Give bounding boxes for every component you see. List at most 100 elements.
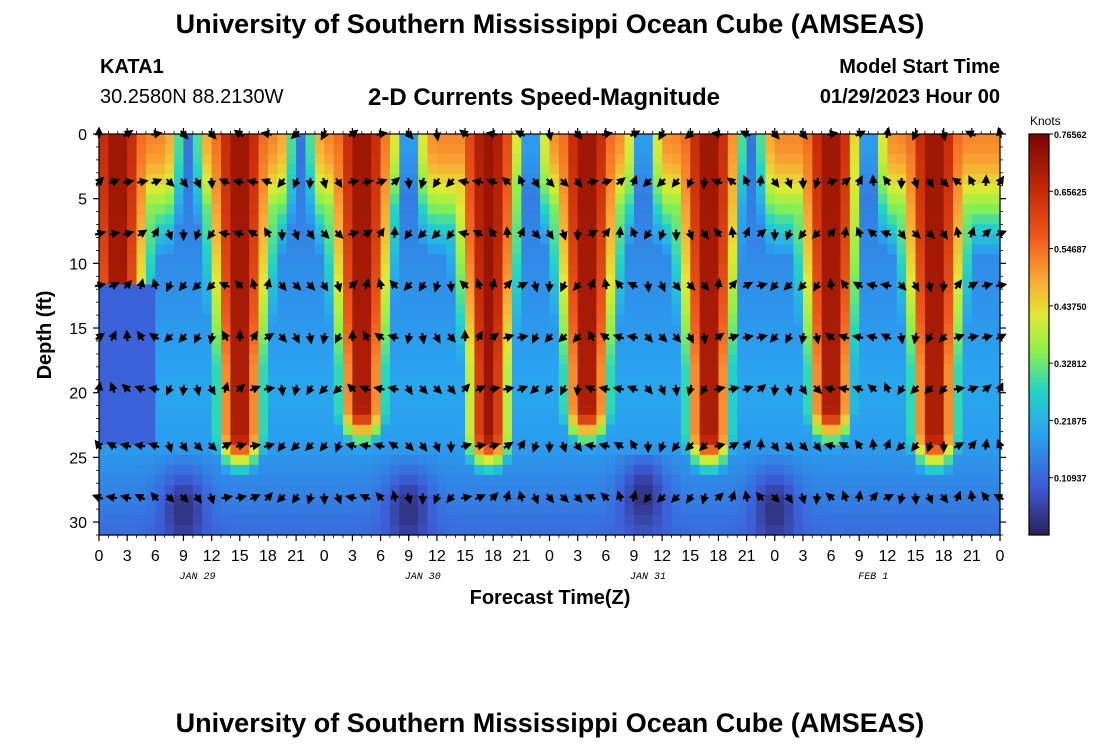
heatmap-cell <box>924 154 935 165</box>
heatmap-cell <box>558 394 569 406</box>
heatmap-cell <box>446 474 457 486</box>
heatmap-cell <box>737 314 748 326</box>
heatmap-cell <box>709 214 720 225</box>
heatmap-cell <box>286 224 297 235</box>
heatmap-cell <box>465 504 476 516</box>
heatmap-cell <box>418 504 429 516</box>
heatmap-cell <box>652 444 663 456</box>
heatmap-cell <box>521 364 532 376</box>
heatmap-cell <box>849 524 860 536</box>
heatmap-cell <box>643 354 654 366</box>
heatmap-cell <box>962 274 973 285</box>
heatmap-cell <box>117 394 128 406</box>
heatmap-cell <box>737 334 748 346</box>
heatmap-cell <box>859 374 870 386</box>
heatmap-cell <box>924 454 935 466</box>
heatmap-cell <box>221 504 231 516</box>
heatmap-cell <box>305 364 316 376</box>
heatmap-cell <box>859 154 870 165</box>
heatmap-cell <box>671 314 682 326</box>
heatmap-cell <box>352 154 363 165</box>
heatmap-cell <box>286 274 297 285</box>
current-arrow <box>728 441 740 451</box>
current-arrow <box>235 441 247 451</box>
heatmap-cell <box>896 364 907 376</box>
current-arrow <box>812 493 822 506</box>
heatmap-cell <box>737 354 748 366</box>
heatmap-cell <box>427 354 438 366</box>
heatmap-cell <box>183 434 194 446</box>
heatmap-cell <box>389 364 400 376</box>
heatmap-cell <box>671 424 682 436</box>
heatmap-cell <box>361 214 372 225</box>
heatmap-cell <box>840 484 851 496</box>
heatmap-cell <box>690 524 701 536</box>
current-arrow <box>982 228 992 238</box>
current-arrow <box>658 441 667 453</box>
heatmap-cell <box>558 294 569 306</box>
current-arrow <box>333 177 343 189</box>
heatmap-cell <box>981 214 992 225</box>
heatmap-cell <box>643 214 654 225</box>
heatmap-cell <box>502 424 513 436</box>
heatmap-cell <box>643 304 654 316</box>
x-tick-label: 12 <box>653 548 671 565</box>
heatmap-cell <box>849 374 860 386</box>
heatmap-cell <box>399 444 410 456</box>
heatmap-cell <box>558 144 569 155</box>
heatmap-cell <box>446 424 457 436</box>
current-arrow <box>867 228 878 238</box>
current-arrow <box>178 281 188 292</box>
heatmap-cell <box>812 244 823 255</box>
current-arrow <box>784 177 793 189</box>
heatmap-cell <box>924 434 935 446</box>
heatmap-cell <box>615 204 626 215</box>
current-arrow <box>559 441 568 453</box>
heatmap-cell <box>727 414 738 426</box>
heatmap-cell <box>802 424 813 436</box>
heatmap-cell <box>258 274 269 285</box>
heatmap-cell <box>943 144 954 155</box>
current-arrow <box>193 229 203 241</box>
heatmap-cell <box>962 164 973 175</box>
heatmap-cell <box>108 154 119 165</box>
heatmap-cell <box>324 464 335 476</box>
heatmap-cell <box>755 394 766 406</box>
heatmap-cell <box>211 284 222 296</box>
heatmap-cell <box>558 314 569 326</box>
heatmap-cell <box>784 474 795 486</box>
heatmap-cell <box>446 344 457 356</box>
heatmap-cell <box>389 374 400 386</box>
heatmap-cell <box>343 274 354 285</box>
current-arrow <box>896 441 906 452</box>
current-arrow <box>305 332 315 345</box>
heatmap-cell <box>615 274 626 285</box>
heatmap-cell <box>624 224 635 235</box>
current-arrow <box>320 229 330 239</box>
heatmap-cell <box>202 434 213 446</box>
heatmap-cell <box>371 504 382 516</box>
heatmap-cell <box>680 164 691 175</box>
heatmap-cell <box>671 354 682 366</box>
heatmap-cell <box>483 294 494 306</box>
heatmap-cell <box>605 314 616 326</box>
heatmap-cell <box>605 334 616 346</box>
heatmap-cell <box>333 144 344 155</box>
heatmap-cell <box>436 144 447 155</box>
heatmap-cell <box>699 294 710 306</box>
heatmap-cell <box>145 324 156 336</box>
heatmap-cell <box>596 204 607 215</box>
current-arrow <box>472 229 484 239</box>
heatmap-cell <box>906 264 917 275</box>
heatmap-cell <box>493 504 504 516</box>
heatmap-cell <box>624 464 635 476</box>
heatmap-cell <box>352 284 363 296</box>
current-arrow <box>714 332 725 342</box>
heatmap-cell <box>183 324 194 336</box>
heatmap-cell <box>680 234 691 245</box>
heatmap-cell <box>389 454 400 466</box>
current-arrow <box>246 177 259 187</box>
current-arrow <box>319 177 329 190</box>
heatmap-cell <box>540 174 551 185</box>
heatmap-cell <box>455 364 466 376</box>
